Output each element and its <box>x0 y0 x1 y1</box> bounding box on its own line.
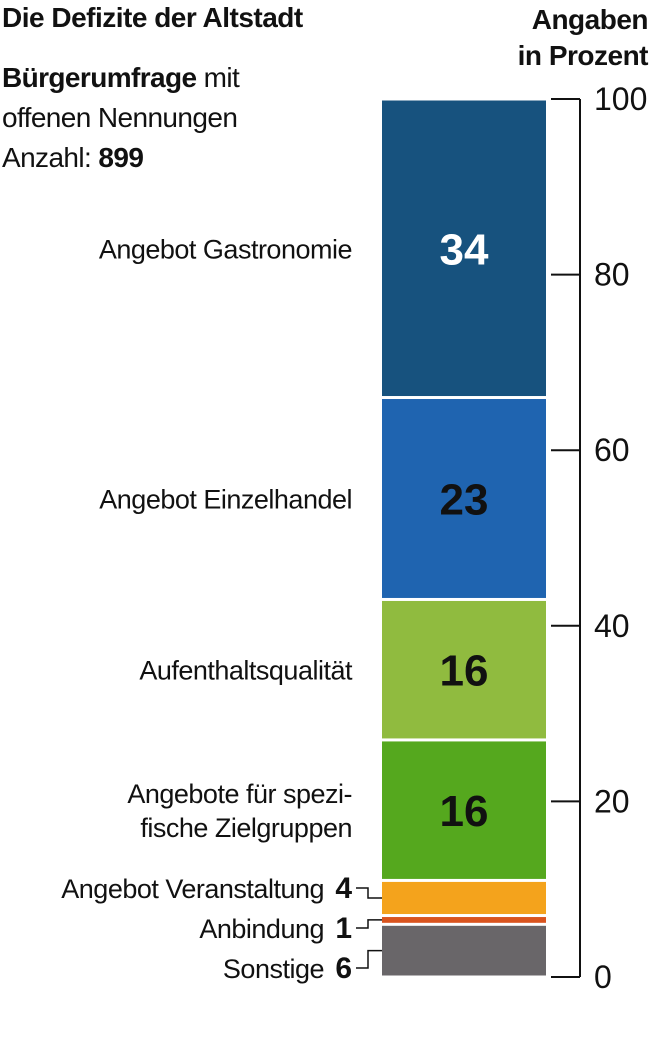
bar-segment <box>382 399 546 598</box>
category-label: Sonstige <box>223 954 324 984</box>
chart-title: Die Defizite der Altstadt <box>2 2 303 33</box>
category-label: fische Zielgruppen <box>140 813 352 843</box>
count-line: Anzahl: 899 <box>2 138 239 178</box>
count-value: 899 <box>98 142 144 173</box>
count-label: Anzahl: <box>2 142 99 173</box>
bar-segment <box>382 917 546 923</box>
bar-segment <box>382 925 546 976</box>
y-tick-label: 0 <box>594 959 612 995</box>
leader-line <box>356 919 382 929</box>
y-tick-label: 60 <box>594 432 630 468</box>
category-label: Angebot Gastronomie <box>99 234 352 264</box>
data-label: 16 <box>440 787 489 836</box>
y-tick-label: 20 <box>594 783 630 819</box>
leader-line <box>356 887 382 899</box>
bar-segment <box>382 881 546 915</box>
leader-line <box>356 949 382 969</box>
category-label: Anbindung <box>199 914 324 944</box>
unit-label: Angaben in Prozent <box>517 2 649 74</box>
category-label: Angebot Einzelhandel <box>99 484 352 514</box>
subtitle: Bürgerumfrage mit offenen Nennungen Anza… <box>2 58 240 178</box>
subtitle-line-1: Bürgerumfrage mit <box>2 58 240 98</box>
data-label: 1 <box>335 912 352 945</box>
subtitle-bold: Bürgerumfrage <box>2 62 197 93</box>
unit-line-2: in Prozent <box>517 40 649 71</box>
bar-segment <box>382 100 546 397</box>
bar-segment <box>382 741 546 879</box>
data-label: 6 <box>335 952 352 985</box>
category-label: Angebote für spezi- <box>127 779 352 809</box>
bar-segment <box>382 600 546 739</box>
subtitle-rest: mit <box>196 62 240 93</box>
y-tick-label: 100 <box>594 81 647 117</box>
category-label: Angebot Veranstaltung <box>61 874 324 904</box>
data-label: 23 <box>440 475 489 524</box>
data-label: 34 <box>440 225 489 274</box>
category-label: Aufenthaltsqualität <box>139 656 353 686</box>
subtitle-line-2: offenen Nennungen <box>2 102 238 133</box>
data-label: 4 <box>335 872 352 905</box>
unit-line-1: Angaben <box>531 4 649 35</box>
y-tick-label: 80 <box>594 257 630 293</box>
data-label: 16 <box>440 647 489 696</box>
y-tick-label: 40 <box>594 608 630 644</box>
